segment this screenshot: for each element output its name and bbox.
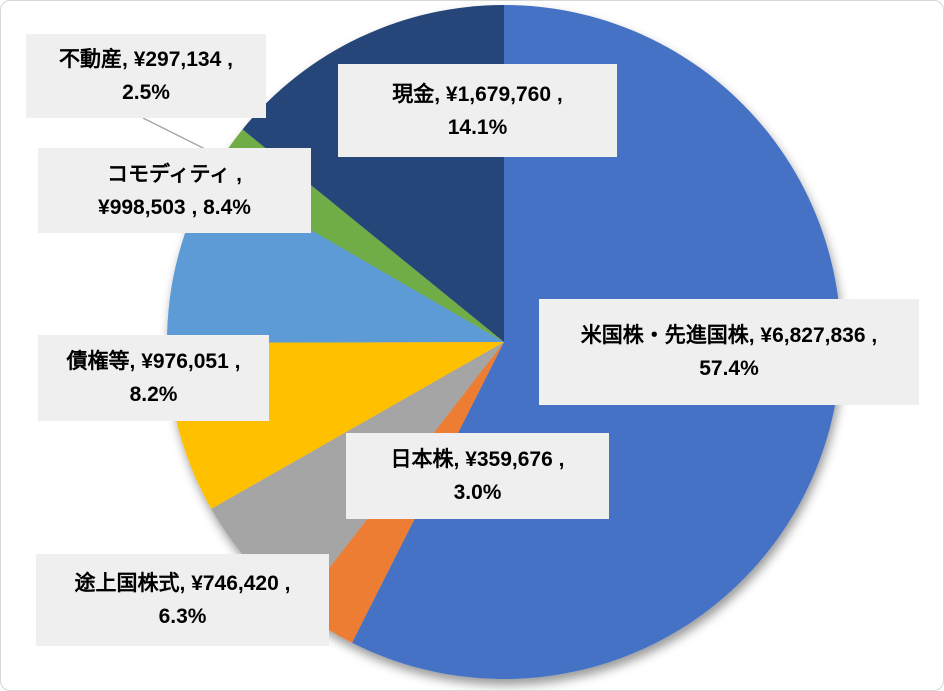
data-label-line1: コモディティ , [107, 162, 242, 186]
data-label-bonds[interactable]: 債権等, ¥976,051 , 8.2% [38, 335, 269, 421]
data-label-line2: 2.5% [122, 81, 170, 104]
data-label-line1: 米国株・先進国株, ¥6,827,836 , [580, 324, 878, 347]
data-label-commodities[interactable]: コモディティ , ¥998,503 , 8.4% [38, 148, 311, 233]
data-label-line2: 6.3% [158, 605, 207, 628]
data-label-line2: 8.2% [129, 383, 178, 406]
data-label-line2: ¥998,503 , 8.4% [98, 195, 251, 219]
data-label-line1: 不動産, ¥297,134 , [59, 48, 233, 71]
data-label-japan-stocks[interactable]: 日本株, ¥359,676 , 3.0% [346, 433, 609, 519]
data-label-real-estate[interactable]: 不動産, ¥297,134 , 2.5% [26, 34, 266, 118]
data-label-line2: 14.1% [447, 115, 508, 139]
data-label-line2: 3.0% [453, 481, 502, 504]
data-label-line1: 債権等, ¥976,051 , [66, 350, 241, 373]
data-label-line2: 57.4% [699, 357, 759, 380]
data-label-us-dev-stocks[interactable]: 米国株・先進国株, ¥6,827,836 , 57.4% [539, 299, 919, 405]
data-label-line1: 途上国株式, ¥746,420 , [74, 572, 291, 595]
data-label-emerging-stocks[interactable]: 途上国株式, ¥746,420 , 6.3% [36, 554, 329, 646]
data-label-cash[interactable]: 現金, ¥1,679,760 , 14.1% [338, 64, 617, 157]
data-label-line1: 現金, ¥1,679,760 , [392, 82, 563, 106]
data-label-line1: 日本株, ¥359,676 , [390, 448, 565, 471]
